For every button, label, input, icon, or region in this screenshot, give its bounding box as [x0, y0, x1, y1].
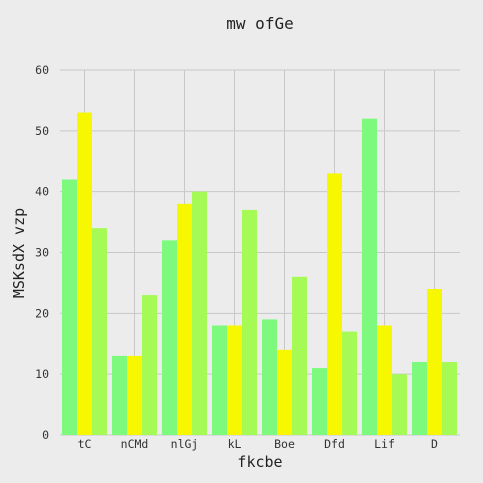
x-axis-ticks: tC nCMd nlGj kL Boe Dfd Lif D	[78, 437, 438, 451]
y-tick-label: 20	[35, 306, 49, 320]
y-axis-ticks: 0 10 20 30 40 50 60	[35, 63, 49, 442]
bar	[327, 173, 342, 435]
bar	[442, 362, 457, 435]
y-tick-label: 30	[35, 246, 49, 260]
bar	[127, 355, 142, 435]
bar	[312, 368, 327, 435]
bar	[92, 228, 107, 435]
chart-title: mw ofGe	[226, 14, 293, 33]
x-tick-label: D	[431, 437, 438, 451]
x-tick-label: kL	[228, 437, 242, 451]
x-tick-label: Lif	[374, 437, 395, 451]
bar	[242, 209, 257, 435]
y-axis-label: MSKsdX vzp	[10, 208, 28, 298]
bar	[262, 319, 277, 435]
bar	[362, 118, 377, 436]
y-tick-label: 50	[35, 124, 49, 138]
bar	[62, 179, 77, 435]
bar	[342, 331, 357, 435]
bars	[62, 112, 457, 436]
x-axis-label: fkcbe	[237, 453, 282, 471]
y-tick-label: 0	[42, 428, 49, 442]
bar	[292, 276, 307, 435]
bar	[427, 289, 442, 435]
bar	[142, 295, 157, 435]
y-tick-label: 40	[35, 185, 49, 199]
y-tick-label: 60	[35, 63, 49, 77]
bar	[77, 112, 92, 435]
x-tick-label: nCMd	[121, 437, 149, 451]
bar	[112, 355, 127, 435]
bar	[277, 349, 292, 435]
bar	[162, 240, 177, 435]
x-tick-label: Dfd	[324, 437, 345, 451]
bar	[177, 203, 192, 435]
y-tick-label: 10	[35, 367, 49, 381]
bar	[377, 325, 392, 435]
bar	[227, 325, 242, 435]
bar	[392, 374, 407, 435]
bar	[412, 362, 427, 435]
x-tick-label: nlGj	[171, 437, 199, 451]
bar	[212, 325, 227, 435]
x-tick-label: Boe	[274, 437, 295, 451]
x-tick-label: tC	[78, 437, 92, 451]
bar	[192, 191, 207, 435]
